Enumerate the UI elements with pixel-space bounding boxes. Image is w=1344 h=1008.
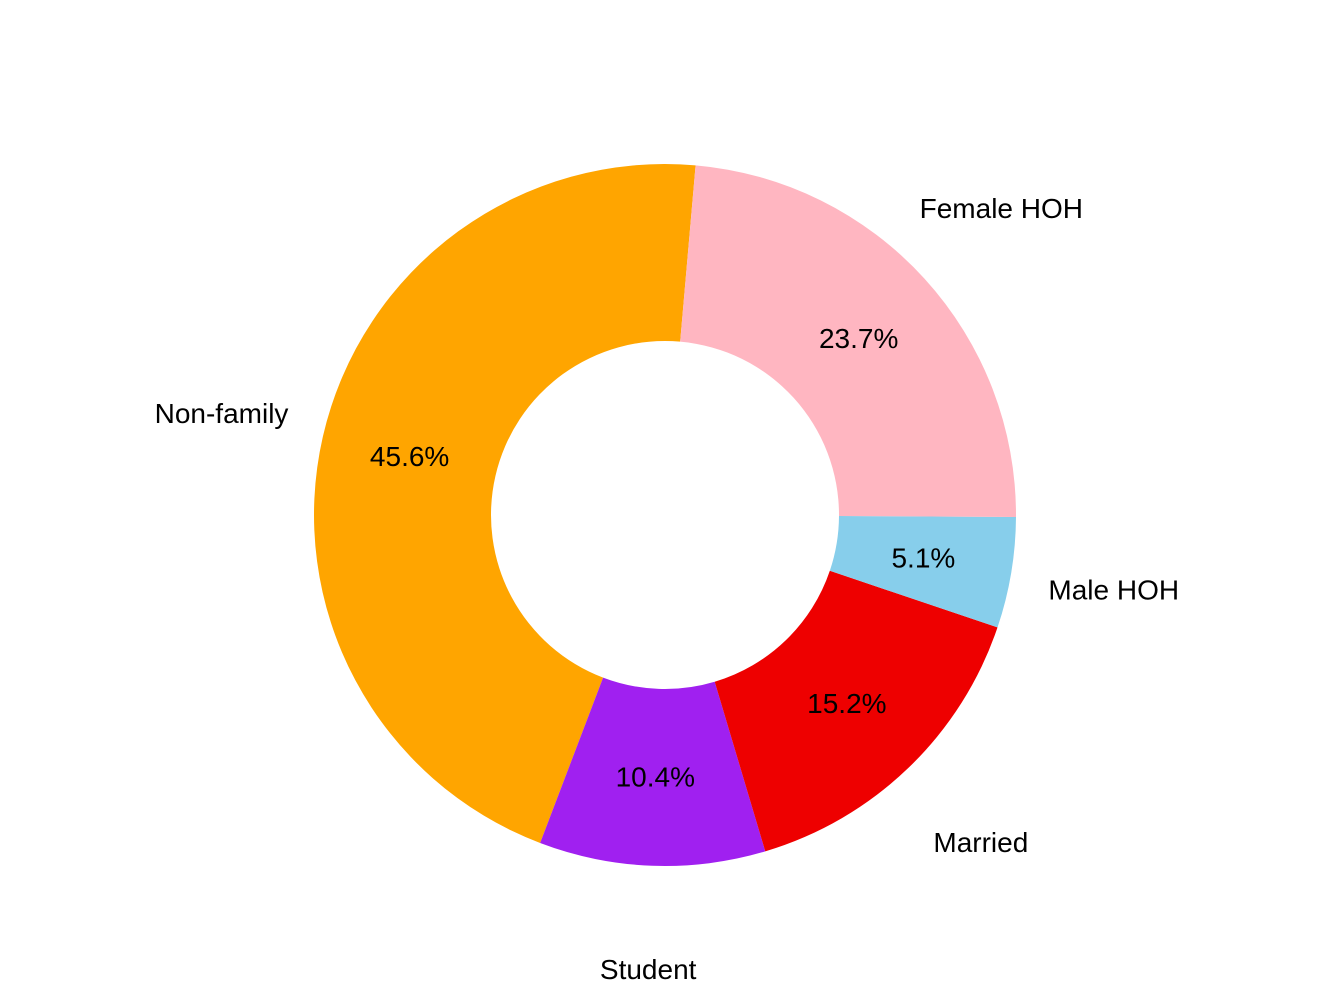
category-label-non-family: Non-family bbox=[155, 398, 289, 429]
slice-non-family bbox=[314, 164, 696, 844]
percent-label-student: 10.4% bbox=[616, 761, 695, 792]
category-label-male-hoh: Male HOH bbox=[1048, 575, 1179, 606]
slice-female-hoh bbox=[680, 165, 1016, 517]
percent-label-male-hoh: 5.1% bbox=[891, 543, 955, 574]
percent-label-married: 15.2% bbox=[807, 688, 886, 719]
percent-label-non-family: 45.6% bbox=[370, 441, 449, 472]
slices-group bbox=[314, 164, 1016, 866]
slice-student bbox=[540, 677, 766, 866]
slice-male-hoh bbox=[829, 515, 1016, 628]
category-labels-group: Non-family Student Married Male HOH Female H… bbox=[155, 193, 1179, 985]
slice-married bbox=[714, 570, 998, 852]
category-label-female-hoh: Female HOH bbox=[920, 193, 1083, 224]
percent-label-female-hoh: 23.7% bbox=[819, 323, 898, 354]
category-label-student: Student bbox=[600, 954, 697, 985]
percent-labels-group: 45.6% 10.4% 15.2% 5.1% 23.7% bbox=[370, 323, 955, 792]
category-label-married: Married bbox=[933, 827, 1028, 858]
